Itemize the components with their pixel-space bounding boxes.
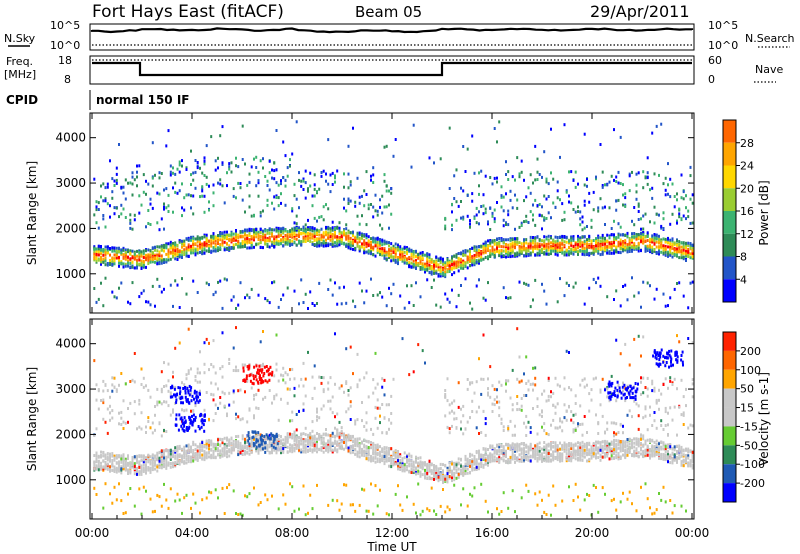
power-colorbar: 28 24 20 16 12 8 4 <box>722 119 754 303</box>
x-tick-label: 00:00 <box>675 526 710 540</box>
nsky-tick-low: 10^0 <box>50 39 80 52</box>
nsearch-tick-high: 10^5 <box>708 19 738 32</box>
station-title: Fort Hays East (fitACF) <box>92 2 284 22</box>
power-plot-area <box>93 120 694 311</box>
nsearch-label: N.Search <box>745 32 795 45</box>
colorbar-tick-label: 4 <box>740 273 747 286</box>
velocity-y-ticks: 1000 2000 3000 4000 <box>55 337 694 487</box>
time-x-axis: 00:00 04:00 08:00 12:00 16:00 20:00 00:00 <box>75 113 710 540</box>
colorbar-tick-label: 28 <box>740 137 754 150</box>
nave-tick-high: 60 <box>708 54 722 67</box>
freq-tick-high: 18 <box>58 54 72 67</box>
freq-tick-low: 8 <box>64 73 71 86</box>
nave-tick-low: 0 <box>708 73 715 86</box>
y-tick-label: 1000 <box>55 473 86 487</box>
velocity-panel: Slant Range [km] 1000 2000 3000 4000 200 100… <box>25 318 771 520</box>
colorbar-tick-label: 16 <box>740 205 754 218</box>
nsky-series-line <box>90 27 694 34</box>
y-tick-label: 1000 <box>55 267 86 281</box>
colorbar-tick-label: 50 <box>740 383 754 396</box>
power-ylabel: Slant Range [km] <box>25 161 39 265</box>
colorbar-tick-label: -200 <box>740 477 765 490</box>
velocity-colorbar-label: Velocity [m s-1] <box>757 372 771 466</box>
colorbar-tick-label: 15 <box>740 402 754 415</box>
x-tick-label: 16:00 <box>475 526 510 540</box>
power-panel: Slant Range [km] 1000 2000 3000 4000 28 24 20… <box>25 112 771 314</box>
colorbar-tick-label: 200 <box>740 345 761 358</box>
cpid-value: normal 150 IF <box>96 93 190 107</box>
power-colorbar-label: Power [dB] <box>757 180 771 245</box>
y-tick-label: 2000 <box>55 427 86 441</box>
nave-label: Nave <box>755 63 783 76</box>
x-tick-label: 08:00 <box>275 526 310 540</box>
colorbar-tick-label: 100 <box>740 364 761 377</box>
colorbar-tick-label: -50 <box>740 439 758 452</box>
nsearch-tick-low: 10^0 <box>708 39 738 52</box>
y-tick-label: 4000 <box>55 337 86 351</box>
x-axis-label: Time UT <box>366 540 417 554</box>
power-y-ticks: 1000 2000 3000 4000 <box>55 131 694 281</box>
colorbar-tick-label: -15 <box>740 420 758 433</box>
y-tick-label: 2000 <box>55 221 86 235</box>
colorbar-tick-label: 24 <box>740 160 754 173</box>
colorbar-tick-label: -100 <box>740 458 765 471</box>
nsky-panel: N.Sky 10^5 10^0 10^5 10^0 N.Search <box>4 19 795 52</box>
colorbar-tick-label: 12 <box>740 228 754 241</box>
x-tick-label: 20:00 <box>575 526 610 540</box>
date-title: 29/Apr/2011 <box>590 2 690 21</box>
nsky-tick-high: 10^5 <box>50 19 80 32</box>
x-tick-label: 12:00 <box>375 526 410 540</box>
velocity-plot-area <box>93 326 694 517</box>
freq-label-line2: [MHz] <box>4 68 36 81</box>
colorbar-tick-label: 8 <box>740 251 747 264</box>
velocity-colorbar: 200 100 50 15 -15 -50 -100 -200 <box>722 331 765 503</box>
x-tick-label: 00:00 <box>75 526 110 540</box>
freq-panel: Freq. [MHz] 18 8 60 0 Nave <box>4 54 783 86</box>
y-tick-label: 3000 <box>55 176 86 190</box>
nsky-label: N.Sky <box>4 32 36 45</box>
y-tick-label: 3000 <box>55 382 86 396</box>
colorbar-tick-label: 20 <box>740 182 754 195</box>
cpid-label: CPID <box>6 93 38 107</box>
x-tick-label: 04:00 <box>175 526 210 540</box>
freq-label-line1: Freq. <box>6 55 33 68</box>
velocity-ylabel: Slant Range [km] <box>25 367 39 471</box>
y-tick-label: 4000 <box>55 131 86 145</box>
beam-title: Beam 05 <box>355 3 422 21</box>
cpid-panel: CPID normal 150 IF <box>6 90 190 110</box>
freq-series-line <box>92 61 692 77</box>
